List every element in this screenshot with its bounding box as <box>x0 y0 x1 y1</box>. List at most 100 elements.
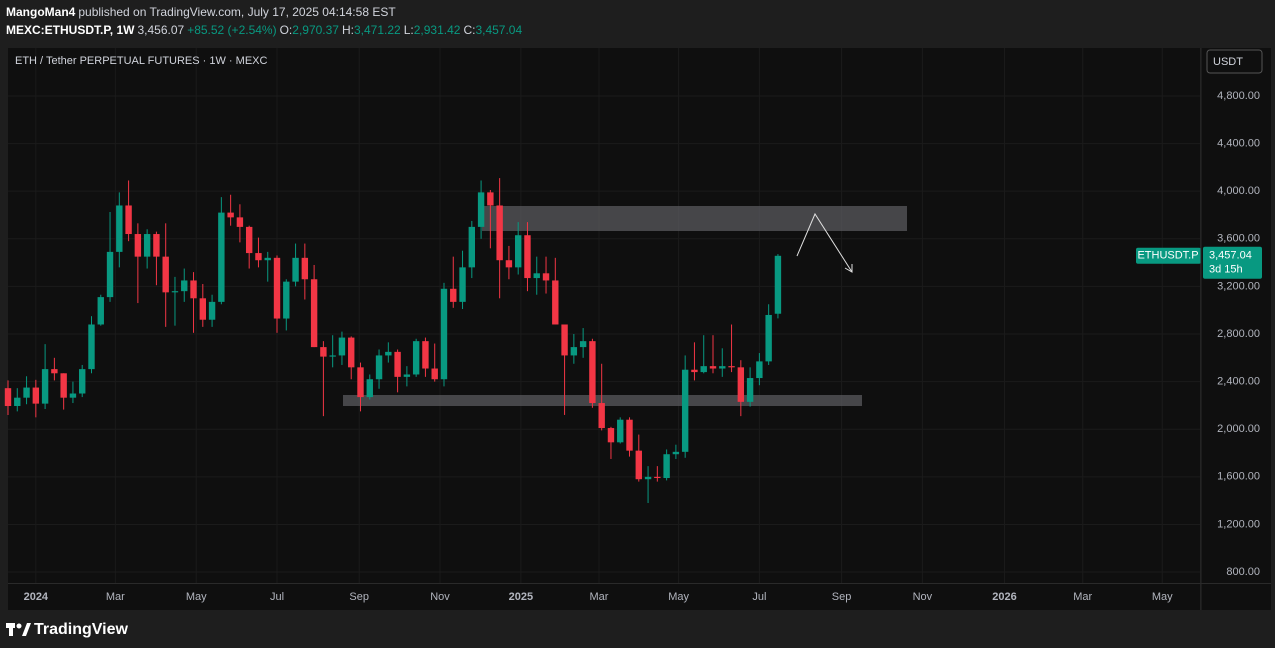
candle-body <box>514 235 522 268</box>
open-label: O: <box>279 23 293 37</box>
candle-body <box>579 341 587 348</box>
candle-body <box>60 373 67 398</box>
candle-body <box>106 251 114 298</box>
x-tick-label: Jul <box>752 591 766 603</box>
candle-body <box>607 428 615 443</box>
candle-body <box>41 369 49 404</box>
close-label: C: <box>463 23 476 37</box>
candle-body <box>719 366 726 369</box>
candle-body <box>765 314 772 362</box>
candle-body <box>394 351 401 377</box>
support-zone[interactable] <box>343 395 862 406</box>
candle-body <box>496 205 503 261</box>
candle-body <box>598 403 605 429</box>
low: 2,931.42 <box>413 23 461 37</box>
candle-body <box>468 226 476 268</box>
candle-body <box>644 476 652 480</box>
logo-text[interactable]: TradingView <box>34 621 129 638</box>
candle-body <box>617 419 624 443</box>
candle-body <box>756 361 763 379</box>
y-tick-label: 4,800.00 <box>1217 90 1260 102</box>
high-label: H: <box>341 23 354 37</box>
projection-arrow[interactable] <box>796 212 853 273</box>
candle-body <box>542 273 550 281</box>
candle-body <box>218 212 225 302</box>
candle-body <box>412 341 420 375</box>
candle-body <box>709 366 717 369</box>
x-tick-label: May <box>186 591 207 603</box>
candle-body <box>310 279 318 348</box>
time-axis <box>8 584 1200 610</box>
currency-button[interactable] <box>1206 49 1263 74</box>
candle-body <box>681 369 689 452</box>
candle-body <box>477 192 485 227</box>
candle-body <box>153 234 160 257</box>
candle-body <box>264 257 271 261</box>
candle-body <box>283 281 290 319</box>
candle-body <box>4 388 12 407</box>
candle-body <box>561 324 568 356</box>
y-tick-label: 2,800.00 <box>1217 328 1260 340</box>
resistance-zone[interactable] <box>482 206 907 231</box>
candle-body <box>23 387 30 398</box>
candle-body <box>422 341 429 369</box>
x-tick-label: Jul <box>270 591 284 603</box>
x-tick-label: Mar <box>1073 591 1092 603</box>
candle-body <box>320 347 327 357</box>
candle-body <box>134 234 142 257</box>
logo[interactable]: TradingView <box>6 621 129 638</box>
x-tick-label: May <box>1152 591 1173 603</box>
candle-body <box>255 253 262 261</box>
y-tick-label: 4,400.00 <box>1217 137 1260 149</box>
candle-body <box>728 366 735 368</box>
x-tick-label: Sep <box>832 591 852 603</box>
candle-body <box>245 226 253 254</box>
published: published on TradingView.com, July 17, 2… <box>78 5 396 19</box>
candle-body <box>97 297 104 325</box>
symbol-tag-text: ETHUSDT.P <box>1137 250 1198 262</box>
symbol-tag <box>1136 247 1201 264</box>
chart-title: ETH / Tether PERPETUAL FUTURES · 1W · ME… <box>15 55 267 67</box>
candle-body <box>32 387 40 404</box>
candle-body <box>663 454 670 479</box>
author[interactable]: MangoMan4 <box>6 5 76 19</box>
x-tick-label: Nov <box>913 591 933 603</box>
candle-body <box>208 301 216 320</box>
candle-body <box>385 351 392 356</box>
last: 3,456.07 <box>137 23 185 37</box>
symbol-line: MEXC:ETHUSDT.P, 1W 3,456.07 +85.52 (+2.54%… <box>6 23 525 37</box>
arrow-head <box>844 264 853 273</box>
y-tick-label: 1,600.00 <box>1217 471 1260 483</box>
candle-body <box>450 288 457 302</box>
candle-body <box>338 337 346 356</box>
candle-body <box>292 257 299 282</box>
candle-body <box>589 341 596 404</box>
candle-body <box>51 369 58 374</box>
candle-body <box>691 369 698 373</box>
candle-body <box>181 280 188 292</box>
x-tick-label: Mar <box>106 591 125 603</box>
logo-mark <box>22 623 31 636</box>
plot-area <box>8 48 1200 583</box>
candle-body <box>199 298 207 320</box>
candle-body <box>533 273 540 279</box>
currency[interactable]: USDT <box>1213 56 1243 68</box>
candle-body <box>273 257 281 319</box>
countdown-text: 3d 15h <box>1209 264 1243 276</box>
x-tick-label: May <box>668 591 689 603</box>
candle-body <box>552 280 559 325</box>
publish-line: MangoMan4 published on TradingView.com, J… <box>6 5 399 19</box>
open: 2,970.37 <box>292 23 339 37</box>
candle-body <box>505 260 513 268</box>
candle-body <box>236 217 244 227</box>
candle-body <box>190 280 197 299</box>
candle-body <box>654 476 661 479</box>
x-tick-label: Mar <box>590 591 609 603</box>
candle-body <box>171 291 179 293</box>
candle-body <box>626 419 633 451</box>
candle-body <box>329 355 336 357</box>
candle-body <box>88 324 95 370</box>
candle-body <box>116 205 123 252</box>
candle-body <box>459 267 466 302</box>
